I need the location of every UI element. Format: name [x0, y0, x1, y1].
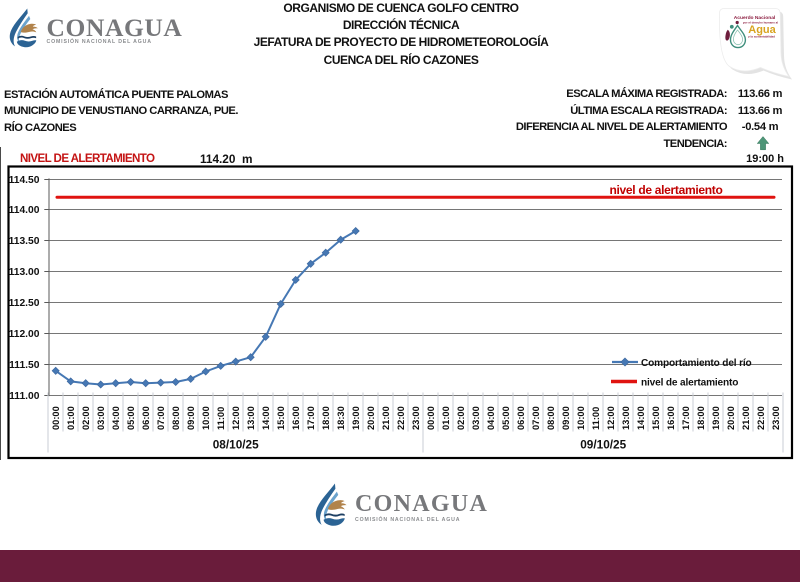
svg-text:19:00: 19:00 [711, 406, 721, 430]
svg-text:22:00: 22:00 [756, 406, 766, 430]
svg-text:112.50: 112.50 [9, 298, 40, 309]
svg-text:12:00: 12:00 [231, 406, 241, 430]
svg-text:17:00: 17:00 [681, 406, 691, 430]
svg-text:08:00: 08:00 [171, 406, 181, 430]
svg-text:nivel de alertamiento: nivel de alertamiento [641, 377, 738, 388]
svg-text:COMISIÓN NACIONAL DEL AGUA: COMISIÓN NACIONAL DEL AGUA [47, 37, 152, 45]
svg-text:20:00: 20:00 [366, 406, 376, 430]
svg-text:Comportamiento del río: Comportamiento del río [641, 358, 752, 369]
svg-text:10:00: 10:00 [576, 406, 586, 430]
svg-text:114.00: 114.00 [9, 205, 40, 216]
svg-text:09/10/25: 09/10/25 [580, 438, 626, 452]
svg-text:Acuerdo Nacional: Acuerdo Nacional [734, 15, 776, 21]
svg-text:13:00: 13:00 [621, 406, 631, 430]
svg-text:14:00: 14:00 [636, 406, 646, 430]
svg-text:00:00: 00:00 [426, 406, 436, 430]
svg-text:07:00: 07:00 [156, 406, 166, 430]
svg-text:02:00: 02:00 [81, 406, 91, 430]
svg-text:19:00: 19:00 [351, 406, 361, 430]
svg-text:22:00: 22:00 [396, 406, 406, 430]
svg-text:12:00: 12:00 [606, 406, 616, 430]
svg-text:20:00: 20:00 [726, 406, 736, 430]
svg-text:08:00: 08:00 [546, 406, 556, 430]
svg-text:23:00: 23:00 [411, 406, 421, 430]
svg-text:23:00: 23:00 [771, 406, 781, 430]
svg-text:09:00: 09:00 [561, 406, 571, 430]
svg-text:02:00: 02:00 [456, 406, 466, 430]
svg-text:11:00: 11:00 [216, 407, 226, 430]
svg-text:15:00: 15:00 [651, 406, 661, 430]
svg-text:111.00: 111.00 [9, 391, 40, 402]
svg-text:17:00: 17:00 [306, 406, 316, 430]
svg-text:03:00: 03:00 [96, 406, 106, 430]
svg-text:05:00: 05:00 [126, 406, 136, 430]
svg-text:18:30: 18:30 [336, 406, 346, 430]
svg-text:113.50: 113.50 [9, 236, 40, 247]
svg-text:07:00: 07:00 [531, 406, 541, 430]
svg-text:14:00: 14:00 [261, 406, 271, 430]
svg-text:06:00: 06:00 [516, 406, 526, 430]
svg-text:nivel de alertamiento: nivel de alertamiento [609, 183, 722, 197]
svg-text:06:00: 06:00 [141, 406, 151, 430]
svg-text:por el derecho humano al: por el derecho humano al [743, 21, 778, 25]
svg-text:10:00: 10:00 [201, 406, 211, 430]
svg-text:04:00: 04:00 [111, 406, 121, 430]
svg-text:111.50: 111.50 [9, 360, 40, 371]
svg-text:CONAGUA: CONAGUA [355, 491, 488, 517]
svg-text:21:00: 21:00 [381, 406, 391, 430]
svg-text:18:00: 18:00 [696, 406, 706, 430]
svg-text:COMISIÓN NACIONAL DEL AGUA: COMISIÓN NACIONAL DEL AGUA [355, 515, 460, 523]
svg-text:21:00: 21:00 [741, 406, 751, 430]
svg-text:09:00: 09:00 [186, 406, 196, 430]
svg-text:11:00: 11:00 [591, 407, 601, 430]
svg-text:01:00: 01:00 [441, 406, 451, 430]
svg-text:114.50: 114.50 [9, 175, 40, 186]
svg-text:16:00: 16:00 [291, 406, 301, 430]
svg-text:05:00: 05:00 [501, 406, 511, 430]
svg-text:08/10/25: 08/10/25 [213, 438, 259, 452]
svg-text:16:00: 16:00 [666, 406, 676, 430]
svg-text:15:00: 15:00 [276, 406, 286, 430]
svg-text:CONAGUA: CONAGUA [47, 13, 183, 42]
svg-text:18:00: 18:00 [321, 406, 331, 430]
svg-text:y la sustentabilidad: y la sustentabilidad [748, 35, 775, 39]
svg-text:01:00: 01:00 [66, 406, 76, 430]
svg-text:113.00: 113.00 [9, 267, 40, 278]
svg-text:03:00: 03:00 [471, 406, 481, 430]
svg-text:00:00: 00:00 [51, 406, 61, 430]
svg-text:13:00: 13:00 [246, 406, 256, 430]
svg-text:04:00: 04:00 [486, 406, 496, 430]
svg-text:Agua: Agua [748, 24, 776, 36]
svg-text:112.00: 112.00 [9, 329, 40, 340]
